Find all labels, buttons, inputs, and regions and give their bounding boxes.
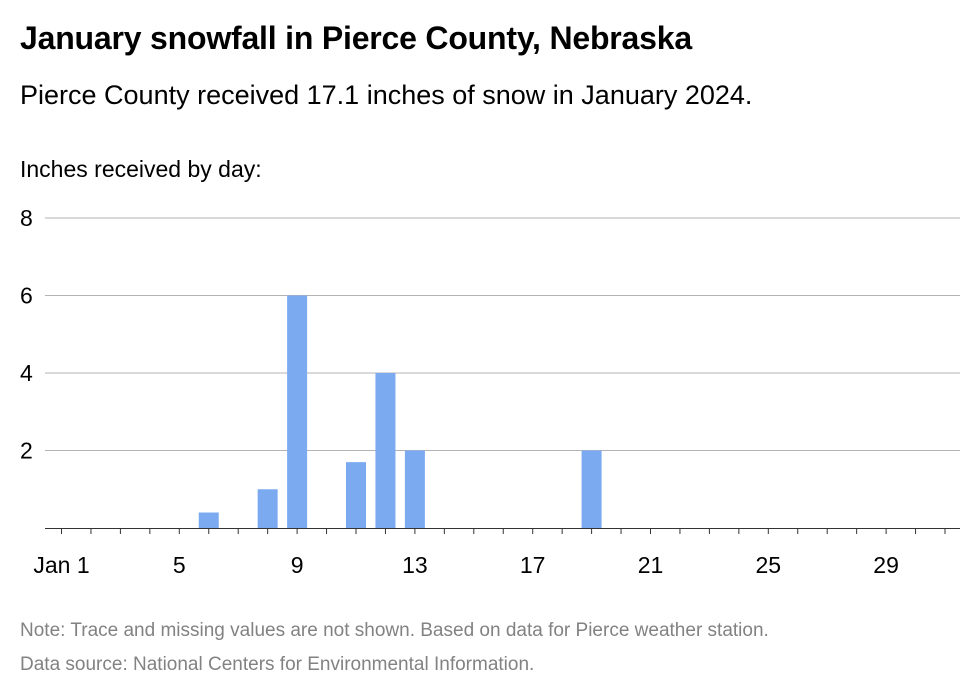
bar-day-19 [581,450,602,528]
bar-day-8 [257,489,278,528]
bar-day-13 [404,450,425,528]
y-tick-label-2: 2 [20,438,33,464]
chart-note: Note: Trace and missing values are not s… [20,620,769,641]
x-tick-label-17: 17 [520,552,546,578]
x-tick-label-9: 9 [291,552,304,578]
x-tick-label-13: 13 [402,552,428,578]
gridlines [45,217,960,451]
chart-subtitle: Pierce County received 17.1 inches of sn… [20,80,753,110]
y-tick-label-6: 6 [20,283,33,309]
bar-day-12 [375,373,396,528]
chart-title: January snowfall in Pierce County, Nebra… [20,20,692,56]
bars [198,295,602,528]
x-tick-label-21: 21 [638,552,664,578]
y-tick-label-4: 4 [20,360,33,386]
x-tick-label-5: 5 [173,552,186,578]
bar-day-6 [198,512,219,528]
x-axis [45,528,960,534]
data-source: Data source: National Centers for Enviro… [20,654,535,675]
bar-day-9 [287,295,308,528]
y-axis-label: Inches received by day: [20,156,262,182]
y-tick-label-8: 8 [20,205,33,231]
bar-day-11 [346,462,366,528]
x-tick-label-1: Jan 1 [33,552,89,578]
tick-labels: 2 4 6 8 Jan 1 5 9 13 17 21 25 29 [20,205,899,578]
x-tick-label-29: 29 [873,552,899,578]
x-tick-label-25: 25 [756,552,782,578]
